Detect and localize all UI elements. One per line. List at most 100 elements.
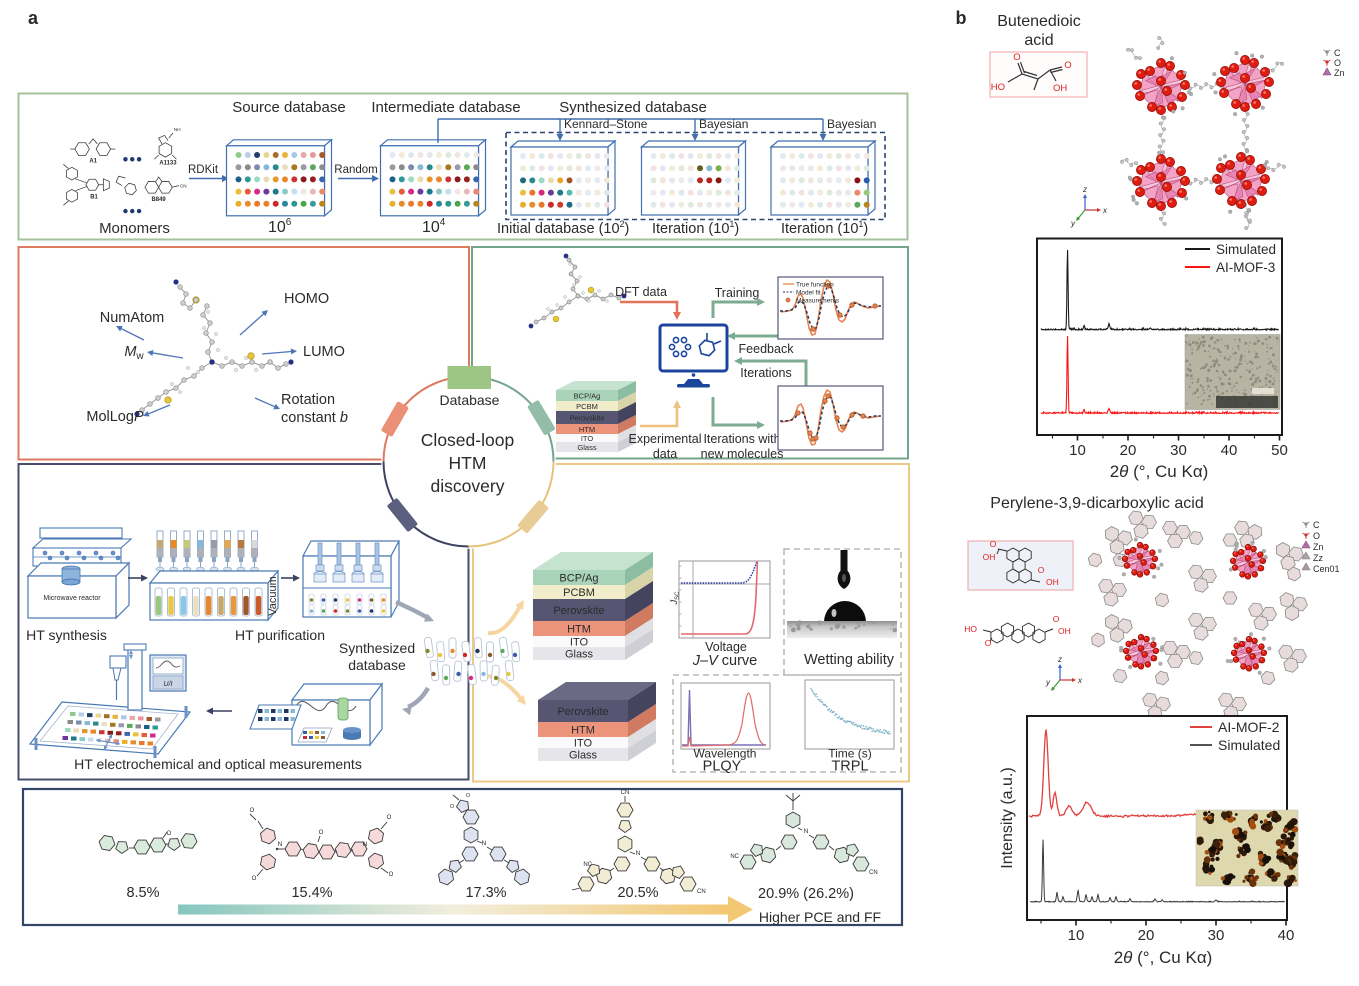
- svg-text:Intensity (a.u.): Intensity (a.u.): [999, 767, 1016, 868]
- svg-text:O: O: [167, 831, 172, 837]
- svg-text:Initial database (102): Initial database (102): [497, 219, 629, 237]
- svg-text:CN: CN: [621, 790, 630, 796]
- svg-text:B849: B849: [151, 197, 166, 203]
- svg-text:a: a: [28, 8, 39, 28]
- svg-text:Bayesian: Bayesian: [699, 117, 748, 131]
- svg-text:8.5%: 8.5%: [126, 885, 159, 901]
- svg-text:PCBM: PCBM: [576, 402, 598, 411]
- svg-text:RDKit: RDKit: [188, 164, 219, 176]
- svg-text:20.5%: 20.5%: [617, 885, 658, 901]
- svg-text:HOMO: HOMO: [284, 291, 329, 307]
- svg-text:Measurements: Measurements: [796, 298, 840, 305]
- svg-text:OH: OH: [1053, 83, 1067, 94]
- svg-text:Perovskite: Perovskite: [557, 706, 608, 718]
- svg-text:U/I: U/I: [164, 681, 173, 688]
- svg-text:Feedback: Feedback: [739, 342, 795, 356]
- svg-text:Iterations with: Iterations with: [703, 432, 780, 446]
- svg-text:OH: OH: [983, 552, 996, 562]
- svg-text:17.3%: 17.3%: [465, 885, 506, 901]
- svg-text:ITO: ITO: [574, 738, 593, 750]
- svg-text:b: b: [956, 8, 967, 28]
- svg-text:Glass: Glass: [569, 750, 598, 762]
- svg-text:Intermediate database: Intermediate database: [371, 99, 520, 116]
- svg-text:N: N: [804, 828, 809, 835]
- svg-text:Kennard–Stone: Kennard–Stone: [564, 117, 648, 131]
- svg-text:Higher PCE and FF: Higher PCE and FF: [759, 909, 881, 925]
- svg-text:Perovskite: Perovskite: [553, 605, 604, 617]
- svg-text:AI-MOF-2: AI-MOF-2: [1218, 719, 1280, 735]
- svg-text:N: N: [278, 841, 283, 848]
- svg-text:Iteration (101): Iteration (101): [652, 219, 739, 237]
- svg-text:Simulated: Simulated: [1216, 242, 1276, 257]
- svg-text:O: O: [387, 815, 392, 821]
- svg-text:True function: True function: [796, 282, 834, 289]
- svg-text:Cen01: Cen01: [1313, 564, 1340, 574]
- svg-text:Butenedioic: Butenedioic: [997, 13, 1081, 30]
- svg-text:20: 20: [1138, 927, 1155, 944]
- svg-text:Iterations: Iterations: [740, 366, 791, 380]
- svg-text:Monomers: Monomers: [99, 220, 170, 237]
- svg-text:CN: CN: [180, 183, 187, 188]
- svg-text:30: 30: [1208, 927, 1225, 944]
- svg-text:LUMO: LUMO: [303, 344, 345, 360]
- svg-text:OH: OH: [1046, 577, 1059, 587]
- svg-text:z: z: [1082, 185, 1087, 194]
- svg-text:20.9% (26.2%): 20.9% (26.2%): [758, 886, 854, 902]
- svg-text:DFT data: DFT data: [615, 285, 667, 299]
- svg-text:O: O: [466, 793, 471, 799]
- svg-text:15.4%: 15.4%: [291, 885, 332, 901]
- svg-text:Microwave reactor: Microwave reactor: [43, 595, 101, 602]
- svg-text:ITO: ITO: [570, 637, 589, 649]
- svg-text:10: 10: [1068, 927, 1085, 944]
- svg-text:Perovskite: Perovskite: [569, 413, 604, 422]
- svg-text:Zz: Zz: [1313, 553, 1323, 563]
- svg-text:data: data: [653, 447, 677, 461]
- svg-text:database: database: [348, 657, 406, 673]
- svg-text:OH: OH: [1058, 626, 1071, 636]
- svg-text:Simulated: Simulated: [1218, 737, 1280, 753]
- svg-text:HT purification: HT purification: [235, 627, 325, 643]
- svg-text:50: 50: [1271, 442, 1288, 459]
- svg-text:Iteration (101): Iteration (101): [781, 219, 868, 237]
- svg-text:Glass: Glass: [565, 649, 594, 661]
- svg-text:AI-MOF-3: AI-MOF-3: [1216, 260, 1275, 275]
- svg-text:HT electrochemical and optical: HT electrochemical and optical measureme…: [74, 756, 362, 772]
- svg-text:Synthesized: Synthesized: [339, 640, 415, 656]
- svg-text:Vacuum: Vacuum: [267, 576, 279, 616]
- svg-text:N: N: [636, 850, 641, 857]
- svg-text:N: N: [482, 840, 487, 847]
- svg-text:N: N: [363, 841, 368, 848]
- svg-text:BCP/Ag: BCP/Ag: [574, 391, 601, 400]
- svg-text:Training: Training: [715, 286, 760, 300]
- svg-text:Closed-loop: Closed-loop: [421, 430, 514, 450]
- svg-text:discovery: discovery: [431, 476, 505, 496]
- svg-text:HT synthesis: HT synthesis: [26, 627, 107, 643]
- svg-text:constant b: constant b: [281, 410, 348, 426]
- svg-text:HO: HO: [964, 624, 977, 634]
- svg-text:Zn: Zn: [1334, 68, 1345, 78]
- svg-text:ITO: ITO: [581, 434, 594, 443]
- svg-text:O: O: [450, 804, 455, 810]
- svg-text:Synthesized database: Synthesized database: [559, 99, 707, 116]
- svg-text:HTM: HTM: [571, 725, 595, 737]
- svg-text:C: C: [1313, 520, 1320, 530]
- svg-text:Zn: Zn: [1313, 542, 1324, 552]
- svg-text:NC: NC: [583, 862, 592, 868]
- svg-text:O: O: [1038, 565, 1045, 575]
- svg-text:acid: acid: [1024, 32, 1053, 49]
- svg-text:B1: B1: [90, 194, 98, 200]
- svg-text:O: O: [1013, 52, 1020, 63]
- svg-text:PLQY: PLQY: [703, 759, 742, 775]
- svg-text:O: O: [990, 539, 997, 549]
- svg-text:2θ (°, Cu Kα): 2θ (°, Cu Kα): [1110, 462, 1209, 481]
- svg-text:Perylene-3,9-dicarboxylic acid: Perylene-3,9-dicarboxylic acid: [990, 495, 1203, 512]
- svg-text:30: 30: [1170, 442, 1187, 459]
- svg-text:HTM: HTM: [567, 624, 591, 636]
- svg-text:HO: HO: [991, 82, 1005, 93]
- svg-text:Random: Random: [334, 164, 377, 176]
- svg-text:O: O: [1064, 60, 1071, 71]
- svg-text:Voltage: Voltage: [705, 640, 747, 654]
- svg-text:CN: CN: [697, 889, 706, 895]
- svg-text:O: O: [250, 808, 255, 814]
- svg-text:HTM: HTM: [449, 453, 487, 473]
